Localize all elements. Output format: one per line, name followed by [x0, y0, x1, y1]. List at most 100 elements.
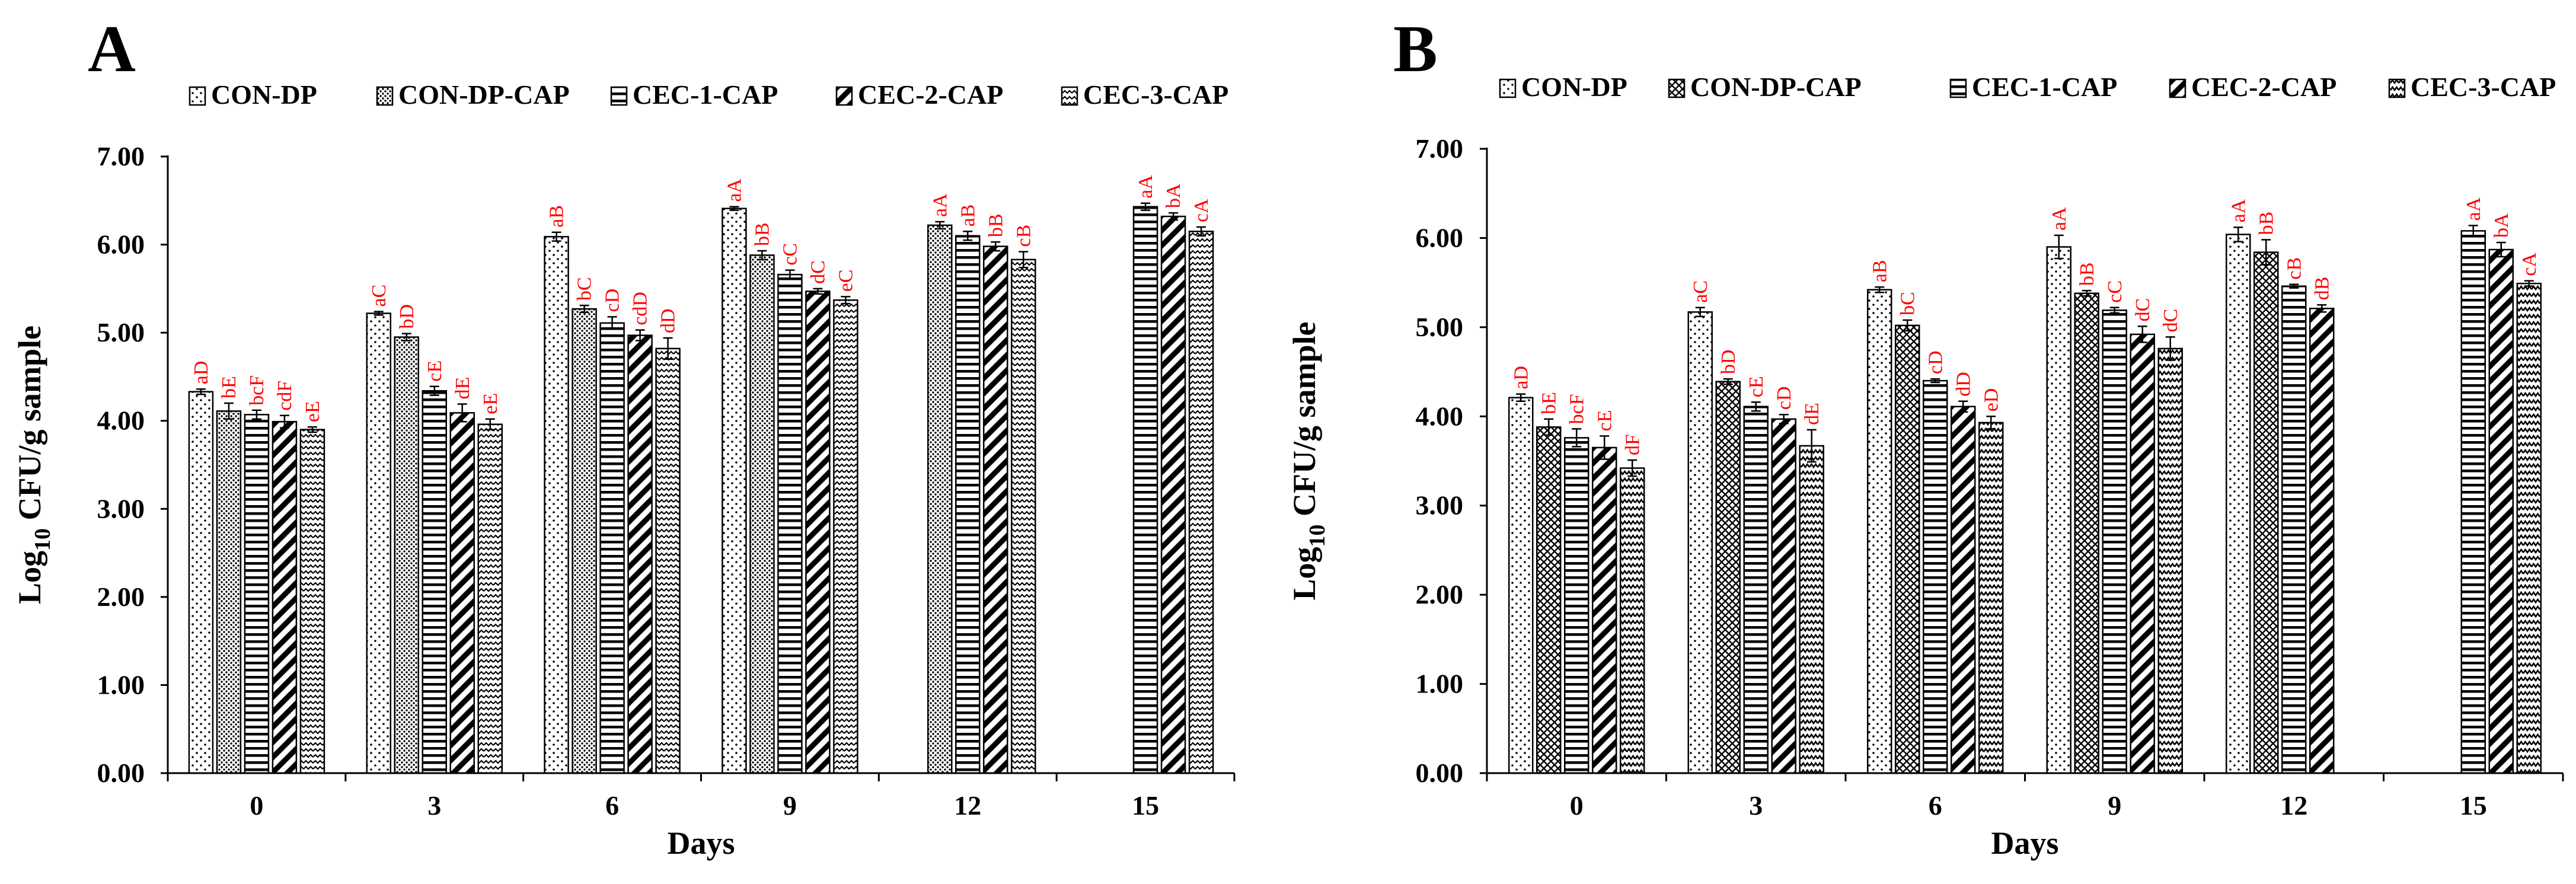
sig-label-a-cec-3-cap-day-0: eE	[302, 401, 324, 422]
sig-label-a-cec-3-cap-day-3: eE	[480, 393, 502, 414]
y-tick-label-a-5: 5.00	[97, 317, 145, 347]
error-bar-a-cec-1-cap-day-15	[1141, 202, 1151, 211]
x-tick-label-a-15: 15	[1132, 790, 1159, 821]
legend-label-cec-1-cap: CEC-1-CAP	[633, 79, 778, 110]
error-bar-b-con-dp-day-12	[2233, 226, 2243, 242]
error-bar-b-cec-3-cap-day-0	[1627, 459, 1637, 477]
y-tick-label-b-7: 7.00	[1416, 133, 1464, 164]
legend-label-con-dp: CON-DP	[211, 79, 317, 110]
bar-b-con-dp-day-9	[2046, 246, 2071, 774]
sig-label-b-cec-1-cap-day-6: cD	[1924, 350, 1946, 374]
error-bar-a-con-dp-day-0	[196, 388, 206, 395]
error-bar-a-cec-2-cap-day-3	[457, 403, 467, 423]
bar-b-cec-1-cap-day-15	[2460, 230, 2486, 774]
legend-swatch-con-dp-cap	[376, 86, 394, 106]
bar-a-cec-2-cap-day-12	[983, 245, 1008, 774]
sig-label-a-cec-1-cap-day-0: bcF	[246, 375, 268, 406]
error-bar-a-con-dp-cap-day-12	[935, 221, 945, 230]
legend-label-con-dp: CON-DP	[1521, 72, 1627, 102]
bar-a-cec-1-cap-day-12	[955, 235, 981, 774]
legend-label-con-dp-cap: CON-DP-CAP	[1690, 72, 1862, 102]
bar-a-cec-1-cap-day-6	[599, 322, 625, 774]
error-bar-b-cec-1-cap-day-3	[1751, 401, 1761, 412]
sig-label-a-cec-2-cap-day-12: bB	[985, 213, 1007, 237]
error-bar-a-cec-1-cap-day-9	[785, 269, 795, 280]
error-bar-a-cec-2-cap-day-15	[1169, 212, 1179, 221]
bar-a-cec-2-cap-day-15	[1160, 215, 1186, 774]
sig-label-b-cec-2-cap-day-6: dD	[1952, 372, 1974, 397]
bar-a-cec-3-cap-day-3	[477, 423, 503, 774]
x-tick-label-a-12: 12	[954, 790, 981, 821]
sig-label-a-cec-2-cap-day-15: bA	[1163, 183, 1185, 208]
sig-label-b-cec-3-cap-day-3: dE	[1801, 403, 1823, 425]
error-bar-b-con-dp-cap-day-6	[1903, 319, 1913, 332]
y-tick-label-b-3: 3.00	[1416, 490, 1464, 521]
y-tick-label-b-4: 4.00	[1416, 401, 1464, 431]
sig-label-a-con-dp-day-6: aB	[546, 205, 568, 228]
error-bar-b-cec-2-cap-day-6	[1958, 400, 1968, 413]
error-bar-a-cec-3-cap-day-12	[1019, 251, 1029, 269]
bar-a-cec-3-cap-day-9	[833, 299, 858, 774]
bar-b-con-dp-cap-day-9	[2074, 292, 2099, 774]
x-tick-label-a-6: 6	[605, 790, 619, 821]
legend-swatch-cec-1-cap	[1949, 78, 1967, 98]
sig-label-a-con-dp-day-9: aA	[723, 178, 745, 202]
y-tick-label-a-2: 2.00	[97, 582, 145, 612]
y-tick-label-b-0: 0.00	[1416, 758, 1464, 788]
error-bar-b-cec-3-cap-day-6	[1986, 416, 1996, 430]
error-bar-a-con-dp-day-6	[551, 231, 561, 242]
bar-b-cec-2-cap-day-3	[1771, 418, 1796, 774]
sig-label-b-cec-2-cap-day-12: dB	[2311, 277, 2333, 301]
error-bar-a-con-dp-cap-day-6	[579, 304, 589, 314]
sig-label-a-cec-1-cap-day-3: cE	[424, 360, 446, 382]
bar-a-cec-3-cap-day-0	[299, 429, 325, 774]
bar-b-con-dp-cap-day-0	[1536, 426, 1562, 774]
bar-a-con-dp-cap-day-3	[394, 336, 419, 774]
bar-a-cec-3-cap-day-15	[1188, 231, 1214, 774]
error-bar-a-cec-2-cap-day-0	[279, 414, 289, 429]
error-bar-b-con-dp-day-6	[1875, 286, 1885, 293]
bar-a-cec-3-cap-day-6	[655, 347, 681, 774]
legend-label-cec-3-cap: CEC-3-CAP	[2411, 72, 2556, 102]
error-bar-b-cec-2-cap-day-3	[1779, 414, 1789, 425]
error-bar-a-con-dp-cap-day-0	[224, 402, 234, 420]
legend-swatch-cec-1-cap	[610, 86, 628, 106]
error-bar-a-cec-1-cap-day-6	[607, 316, 617, 330]
bar-b-cec-3-cap-day-6	[1978, 422, 2004, 774]
y-tick-label-b-6: 6.00	[1416, 222, 1464, 253]
bar-b-cec-3-cap-day-3	[1799, 445, 1824, 774]
sig-label-a-cec-1-cap-day-6: cD	[602, 289, 624, 312]
sig-label-a-con-dp-cap-day-0: bE	[218, 376, 240, 398]
bar-a-con-dp-cap-day-0	[216, 410, 242, 774]
bar-b-cec-2-cap-day-6	[1951, 406, 1976, 774]
bar-b-cec-2-cap-day-0	[1592, 446, 1617, 774]
sig-label-b-con-dp-cap-day-9: bB	[2076, 262, 2098, 286]
legend-swatch-con-dp	[1499, 78, 1517, 98]
sig-label-b-cec-1-cap-day-15: aA	[2463, 197, 2485, 221]
sig-label-b-cec-1-cap-day-3: cE	[1745, 376, 1767, 397]
error-bar-b-cec-3-cap-day-3	[1806, 429, 1817, 463]
sig-label-b-con-dp-day-9: aA	[2048, 207, 2070, 231]
sig-label-b-cec-3-cap-day-0: dF	[1621, 434, 1643, 455]
sig-label-a-cec-1-cap-day-9: cC	[779, 243, 801, 266]
bar-a-cec-2-cap-day-0	[272, 420, 298, 774]
bar-b-cec-1-cap-day-6	[1923, 379, 1948, 774]
error-bar-b-con-dp-day-0	[1516, 393, 1526, 402]
y-tick-label-a-4: 4.00	[97, 406, 145, 436]
sig-label-a-con-dp-day-0: aD	[190, 361, 212, 385]
sig-label-b-cec-1-cap-day-9: cC	[2104, 280, 2126, 303]
bar-b-cec-1-cap-day-9	[2102, 309, 2127, 774]
error-bar-a-cec-2-cap-day-12	[991, 241, 1001, 252]
y-axis-title-a: Log10 CFU/g sample	[12, 325, 55, 604]
x-tick-label-b-3: 3	[1749, 790, 1763, 821]
error-bar-a-cec-1-cap-day-0	[251, 409, 261, 420]
legend-label-cec-3-cap: CEC-3-CAP	[1083, 79, 1228, 110]
legend-b: CON-DP CON-DP-CAP CEC-1-CAP CEC-2-CAP CEC-3-…	[1499, 72, 2556, 102]
y-tick-label-b-1: 1.00	[1416, 669, 1464, 699]
legend-a: CON-DP CON-DP-CAP CEC-1-CAP CEC-2-CAP CEC-3-…	[189, 79, 1228, 110]
bar-b-con-dp-day-0	[1508, 397, 1534, 774]
error-bar-b-cec-1-cap-day-9	[2109, 307, 2119, 314]
x-tick-label-b-15: 15	[2460, 790, 2487, 821]
y-tick-label-b-5: 5.00	[1416, 312, 1464, 342]
